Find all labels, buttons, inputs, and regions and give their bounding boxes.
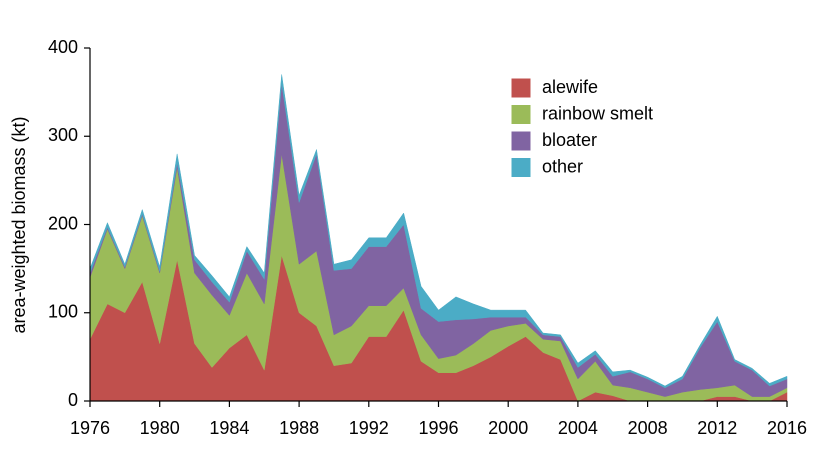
x-tick-label: 2016: [767, 418, 807, 438]
x-tick-label: 2000: [488, 418, 528, 438]
legend-swatch: [511, 78, 531, 98]
legend-swatch: [511, 158, 531, 177]
x-tick-label: 2008: [628, 418, 668, 438]
y-tick-label: 100: [48, 302, 78, 322]
y-tick-label: 0: [68, 390, 78, 410]
y-tick-label: 200: [48, 213, 78, 233]
x-tick-label: 1992: [349, 418, 389, 438]
y-tick-label: 400: [48, 37, 78, 57]
x-tick-label: 1984: [209, 418, 249, 438]
legend-label: other: [542, 156, 583, 176]
legend-label: bloater: [542, 130, 597, 150]
legend-label: alewife: [542, 77, 598, 97]
y-axis-label: area-weighted biomass (kt): [9, 116, 29, 333]
x-tick-label: 1976: [70, 418, 110, 438]
x-tick-label: 1988: [279, 418, 319, 438]
x-tick-label: 1980: [140, 418, 180, 438]
legend-swatch: [511, 131, 531, 151]
area: [89, 74, 788, 389]
y-tick-label: 300: [48, 125, 78, 145]
x-tick-label: 1996: [418, 418, 458, 438]
legend-label: rainbow smelt: [542, 103, 653, 123]
legend-swatch: [511, 105, 531, 124]
x-tick-label: 2004: [558, 418, 598, 438]
x-tick-label: 2012: [697, 418, 737, 438]
